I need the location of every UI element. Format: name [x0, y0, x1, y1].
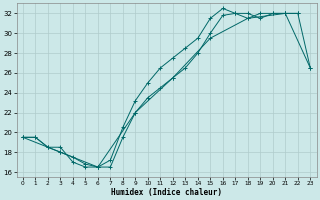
X-axis label: Humidex (Indice chaleur): Humidex (Indice chaleur) [111, 188, 222, 197]
